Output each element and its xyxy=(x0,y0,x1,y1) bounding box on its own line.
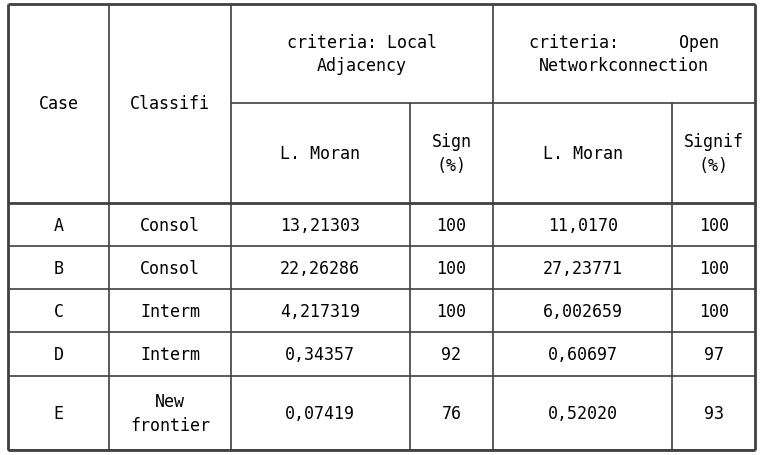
Text: L. Moran: L. Moran xyxy=(280,145,360,163)
Text: 100: 100 xyxy=(699,302,729,320)
Text: Consol: Consol xyxy=(140,216,200,234)
Text: 97: 97 xyxy=(703,345,724,363)
Text: New
frontier: New frontier xyxy=(130,392,210,434)
Text: 100: 100 xyxy=(436,259,466,277)
Text: Case: Case xyxy=(38,95,79,113)
Text: Sign
(%): Sign (%) xyxy=(431,133,472,174)
Text: 4,217319: 4,217319 xyxy=(280,302,360,320)
Text: Interm: Interm xyxy=(140,302,200,320)
Text: 6,002659: 6,002659 xyxy=(542,302,623,320)
Text: 0,60697: 0,60697 xyxy=(548,345,617,363)
Text: Classifi: Classifi xyxy=(130,95,210,113)
Text: 13,21303: 13,21303 xyxy=(280,216,360,234)
Text: 27,23771: 27,23771 xyxy=(542,259,623,277)
Text: B: B xyxy=(53,259,63,277)
Text: D: D xyxy=(53,345,63,363)
Text: 11,0170: 11,0170 xyxy=(548,216,617,234)
Text: criteria: Local
Adjacency: criteria: Local Adjacency xyxy=(287,34,437,75)
Text: Interm: Interm xyxy=(140,345,200,363)
Text: 0,34357: 0,34357 xyxy=(285,345,356,363)
Text: 22,26286: 22,26286 xyxy=(280,259,360,277)
Text: L. Moran: L. Moran xyxy=(542,145,623,163)
Text: Signif
(%): Signif (%) xyxy=(684,133,744,174)
Text: 100: 100 xyxy=(699,216,729,234)
Text: 100: 100 xyxy=(436,302,466,320)
Text: A: A xyxy=(53,216,63,234)
Text: criteria:      Open
Networkconnection: criteria: Open Networkconnection xyxy=(530,34,720,75)
Text: Consol: Consol xyxy=(140,259,200,277)
Text: 100: 100 xyxy=(699,259,729,277)
Text: 0,52020: 0,52020 xyxy=(548,404,617,422)
Text: 92: 92 xyxy=(442,345,462,363)
Text: 76: 76 xyxy=(442,404,462,422)
Text: 100: 100 xyxy=(436,216,466,234)
Text: C: C xyxy=(53,302,63,320)
Text: 93: 93 xyxy=(703,404,724,422)
Text: 0,07419: 0,07419 xyxy=(285,404,356,422)
Text: E: E xyxy=(53,404,63,422)
